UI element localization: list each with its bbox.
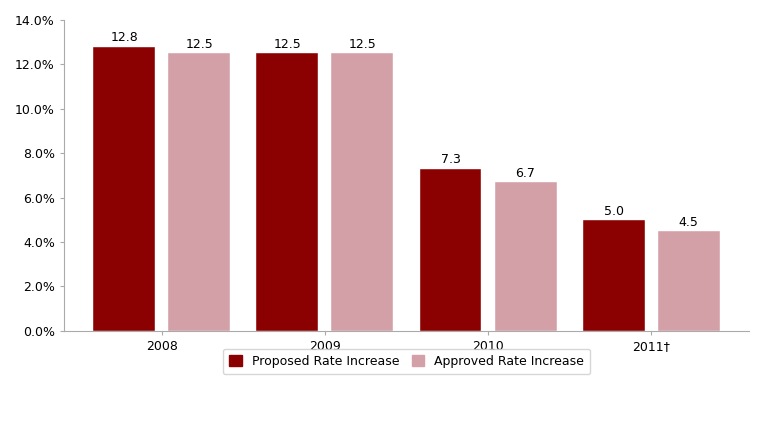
- Bar: [658, 231, 720, 331]
- Text: 5.0: 5.0: [604, 204, 623, 218]
- Bar: [168, 53, 230, 331]
- Text: 12.5: 12.5: [186, 38, 213, 51]
- Text: 12.5: 12.5: [348, 38, 377, 51]
- Bar: [583, 220, 645, 331]
- Legend: Proposed Rate Increase, Approved Rate Increase: Proposed Rate Increase, Approved Rate In…: [223, 348, 590, 374]
- Bar: [332, 53, 393, 331]
- Text: 12.8: 12.8: [110, 32, 138, 44]
- Text: 7.3: 7.3: [441, 153, 461, 167]
- Text: 6.7: 6.7: [516, 167, 536, 180]
- Bar: [419, 169, 481, 331]
- Bar: [494, 182, 556, 331]
- Text: 12.5: 12.5: [274, 38, 301, 51]
- Bar: [257, 53, 319, 331]
- Text: 4.5: 4.5: [678, 216, 698, 229]
- Bar: [93, 46, 155, 331]
